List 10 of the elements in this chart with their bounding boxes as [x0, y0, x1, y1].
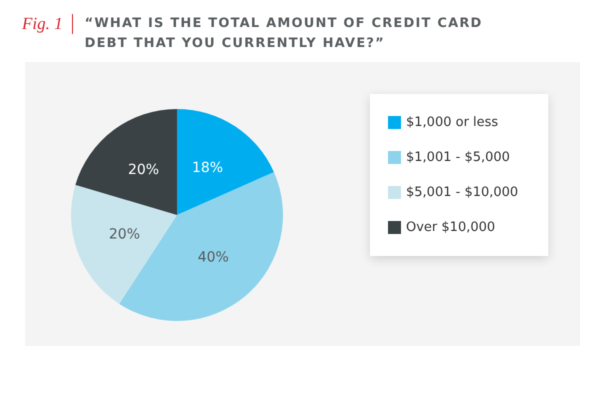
data-label: 20%: [128, 162, 160, 178]
data-label: 20%: [108, 226, 140, 242]
caption: Fig. 1: [22, 14, 73, 34]
legend-label: $1,001 - $5,000: [406, 150, 510, 165]
legend-label: Over $10,000: [406, 220, 496, 235]
chart-title: “WHAT IS THE TOTAL AMOUNT OF CREDIT CARD DEBT THAT YOU CURRENTLY HAVE?”: [84, 15, 484, 53]
legend-label: $1,000 or less: [406, 115, 498, 130]
legend-label: $5,001 - $10,000: [406, 185, 518, 200]
data-label: 18%: [192, 160, 224, 176]
data-label: 40%: [198, 250, 229, 266]
